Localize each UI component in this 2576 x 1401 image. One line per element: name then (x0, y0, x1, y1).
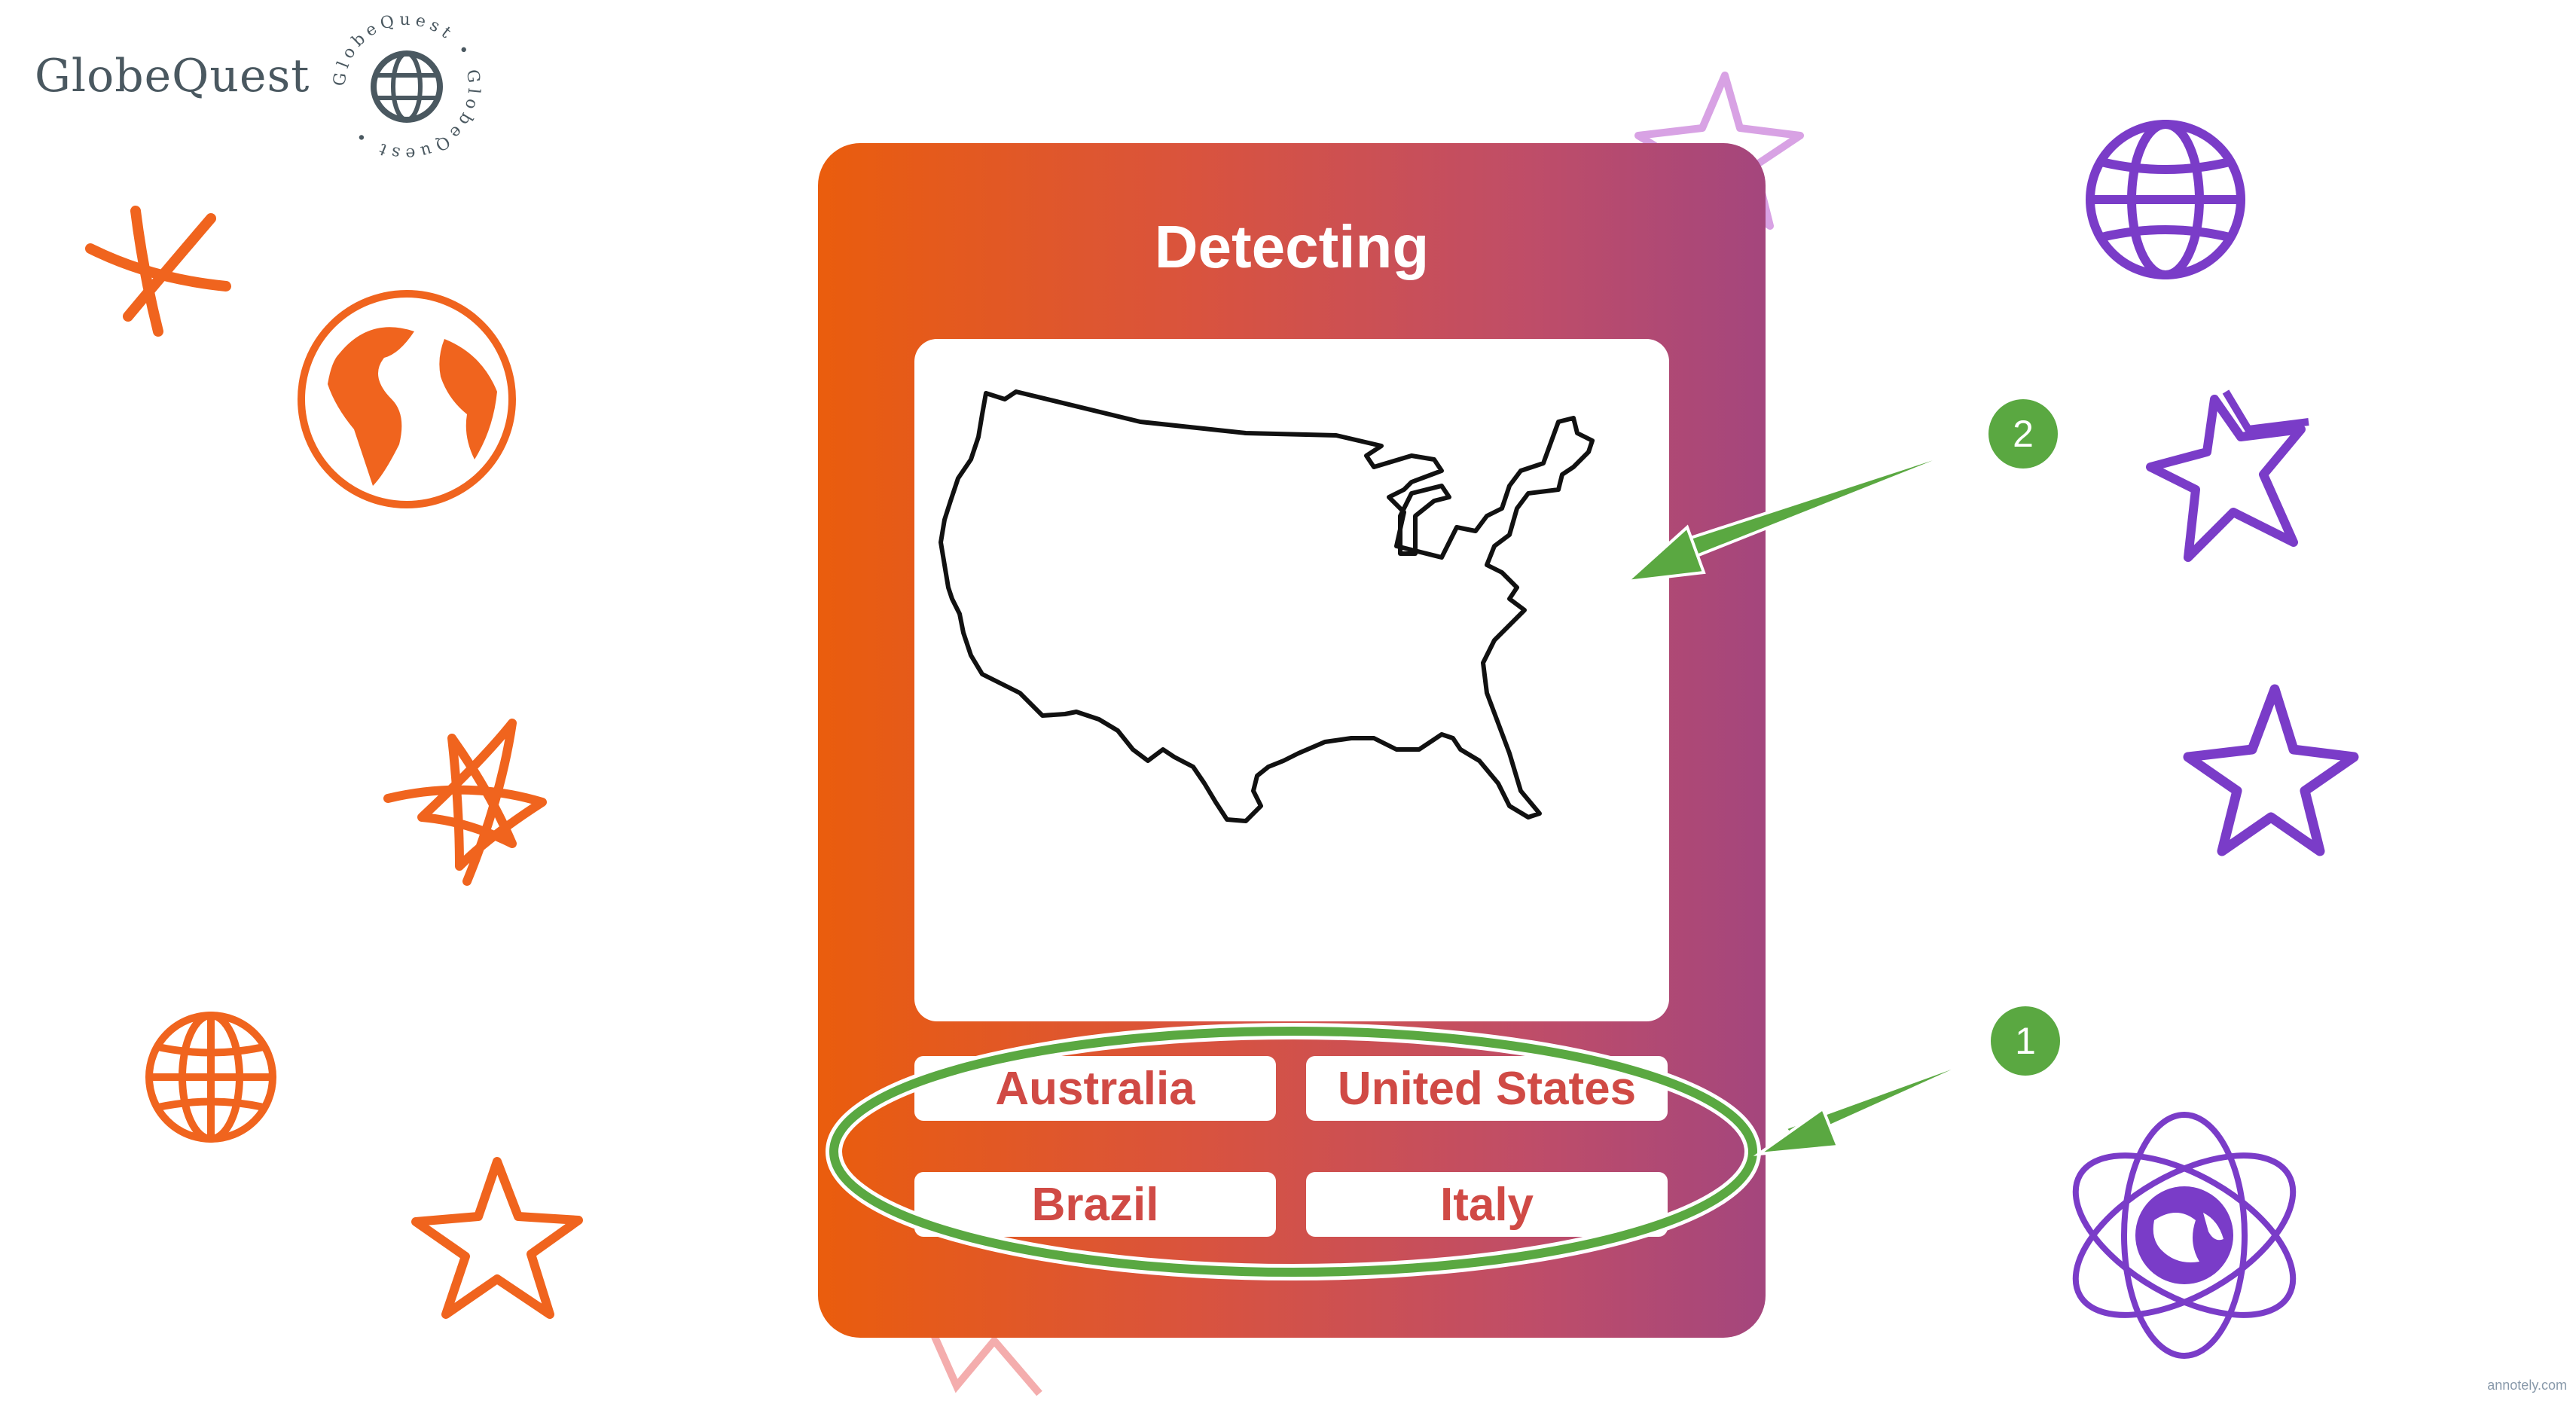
logo-seal-icon: GlobeQuest • GlobeQuest • (330, 11, 483, 163)
asterisk-icon (85, 206, 231, 337)
watermark: annotely.com (2487, 1378, 2567, 1393)
globe-icon (2086, 120, 2245, 279)
country-outline-image (939, 389, 1595, 823)
answer-button-australia[interactable]: Australia (914, 1056, 1276, 1121)
atom-globe-icon (2072, 1112, 2297, 1359)
star-icon (411, 1157, 583, 1319)
annotation-arrow-1 (1753, 1053, 1989, 1156)
star-icon (2183, 684, 2359, 856)
question-text: What country is this??? (914, 947, 1430, 997)
quiz-card: Detecting What country is this??? Austra… (818, 143, 1766, 1338)
annotation-marker-2: 2 (1988, 399, 2058, 469)
star-icon (923, 1316, 1042, 1396)
star-icon (2146, 389, 2309, 562)
annotation-marker-1: 1 (1991, 1006, 2060, 1076)
globe-icon (145, 1012, 276, 1143)
star-icon (383, 719, 547, 886)
earth-icon (298, 290, 516, 508)
card-title: Detecting (1154, 213, 1430, 280)
answer-button-italy[interactable]: Italy (1306, 1172, 1668, 1237)
answer-button-brazil[interactable]: Brazil (914, 1172, 1276, 1237)
logo-wordmark: GlobeQuest (35, 50, 310, 102)
answer-button-united-states[interactable]: United States (1306, 1056, 1668, 1121)
country-map-panel (914, 339, 1669, 1021)
svg-text:GlobeQuest • GlobeQuest •: GlobeQuest • GlobeQuest • (330, 11, 483, 163)
